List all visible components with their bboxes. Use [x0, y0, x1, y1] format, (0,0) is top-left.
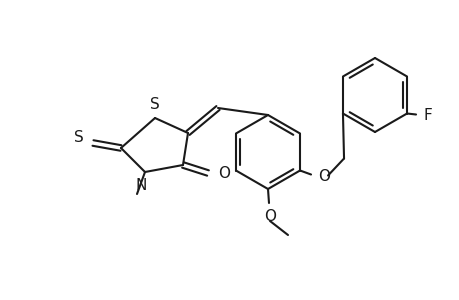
- Text: S: S: [74, 130, 84, 146]
- Text: N: N: [135, 178, 146, 193]
- Text: O: O: [317, 169, 329, 184]
- Text: O: O: [218, 167, 230, 182]
- Text: F: F: [422, 108, 431, 123]
- Text: S: S: [150, 97, 160, 112]
- Text: O: O: [263, 209, 275, 224]
